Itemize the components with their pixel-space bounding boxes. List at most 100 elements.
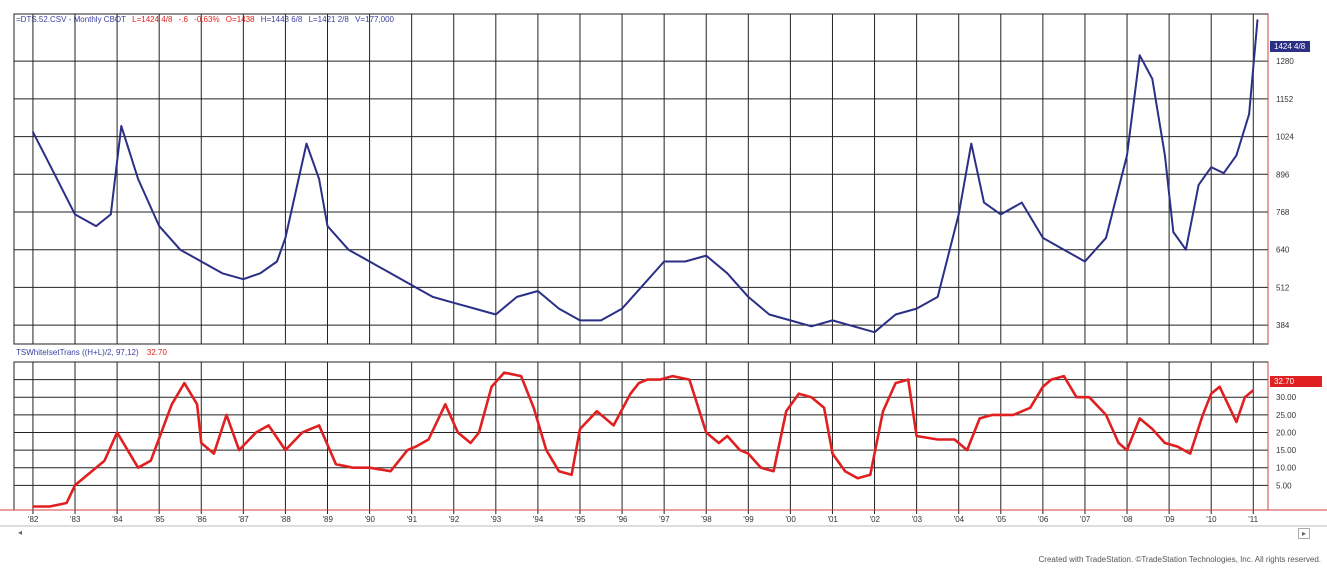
price-header-symbol: =DTS.52.CSV - Monthly CBOT — [16, 15, 126, 24]
data-point-price-50 — [999, 213, 1002, 216]
x-tick-label-27: '09 — [1164, 515, 1175, 524]
data-point-price-58 — [1151, 78, 1154, 80]
data-point-price-36 — [726, 272, 729, 275]
data-point-price-22 — [431, 296, 434, 298]
data-point-price-56 — [1126, 154, 1128, 157]
data-point-indicator-45 — [659, 378, 661, 381]
data-point-price-40 — [810, 325, 813, 328]
data-point-price-44 — [894, 313, 897, 316]
data-point-indicator-55 — [785, 410, 787, 413]
data-point-indicator-59 — [831, 452, 834, 455]
data-point-indicator-15 — [238, 449, 240, 451]
data-point-price-46 — [936, 296, 939, 298]
x-tick-label-0: '82 — [28, 515, 39, 524]
x-tick-label-10: '92 — [449, 515, 460, 524]
data-point-price-66 — [1248, 113, 1250, 115]
data-point-price-41 — [831, 319, 834, 322]
data-point-price-64 — [1223, 172, 1225, 174]
data-point-indicator-62 — [869, 473, 872, 476]
x-tick-label-9: '91 — [407, 515, 418, 524]
data-point-indicator-28 — [444, 403, 447, 406]
data-point-price-33 — [663, 260, 665, 263]
data-point-indicator-90 — [1218, 385, 1221, 388]
data-point-indicator-29 — [457, 431, 459, 434]
data-point-indicator-43 — [638, 382, 640, 384]
data-point-indicator-51 — [739, 449, 741, 451]
data-point-price-29 — [579, 319, 581, 322]
y-tick-label-price-3: 768 — [1276, 208, 1290, 217]
data-point-indicator-58 — [823, 407, 825, 409]
price-header-high: H=1443 6/8 — [261, 15, 303, 24]
series-line-indicator — [32, 371, 1255, 508]
data-point-indicator-60 — [844, 470, 846, 473]
data-point-indicator-77 — [1063, 375, 1065, 377]
data-point-indicator-86 — [1176, 445, 1179, 448]
x-tick-label-7: '89 — [323, 515, 334, 524]
data-point-price-19 — [368, 260, 371, 263]
data-point-price-17 — [326, 225, 329, 227]
price-header-volume: V=177,000 — [355, 15, 394, 24]
data-point-indicator-56 — [798, 392, 800, 395]
data-point-indicator-33 — [503, 371, 506, 374]
price-header-change-pct: -0.63% — [194, 15, 219, 24]
x-tick-label-3: '85 — [154, 515, 165, 524]
x-tick-label-24: '06 — [1038, 515, 1049, 524]
data-point-price-52 — [1042, 237, 1044, 239]
data-point-price-55 — [1105, 237, 1107, 239]
data-point-price-45 — [915, 307, 918, 310]
indicator-pane-header: TSWhiteIsetTrans ((H+L)/2, 97,12) 32.70 — [16, 348, 167, 357]
y-tick-label-indicator-2: 15.00 — [1276, 446, 1297, 455]
x-tick-label-20: '02 — [870, 515, 881, 524]
data-point-indicator-36 — [545, 449, 548, 451]
data-point-indicator-89 — [1210, 392, 1212, 395]
data-point-price-11 — [242, 278, 245, 280]
scroll-right-button[interactable]: ▸ — [1298, 528, 1311, 539]
data-point-indicator-81 — [1117, 442, 1120, 444]
x-tick-label-22: '04 — [954, 515, 965, 524]
data-point-indicator-70 — [978, 417, 981, 420]
data-point-indicator-50 — [726, 435, 729, 437]
data-point-indicator-10 — [183, 382, 186, 384]
data-point-price-25 — [495, 313, 497, 316]
data-point-price-12 — [259, 272, 261, 275]
x-tick-label-2: '84 — [112, 515, 123, 524]
data-point-price-21 — [410, 284, 413, 286]
x-tick-label-25: '07 — [1080, 515, 1091, 524]
data-point-indicator-72 — [1004, 414, 1006, 416]
data-point-indicator-24 — [389, 470, 392, 473]
data-point-price-32 — [642, 284, 644, 286]
x-tick-label-14: '96 — [617, 515, 628, 524]
data-point-price-5 — [120, 125, 123, 127]
data-point-indicator-19 — [301, 431, 304, 434]
data-point-indicator-48 — [705, 431, 708, 434]
data-point-indicator-52 — [747, 452, 750, 455]
data-point-indicator-68 — [953, 438, 956, 441]
data-point-indicator-22 — [351, 466, 354, 469]
data-point-price-39 — [789, 319, 792, 322]
data-point-price-47 — [957, 213, 960, 216]
data-point-price-4 — [109, 213, 112, 216]
price-header-open: O=1438 — [226, 15, 255, 24]
price-header-low: L=1421 2/8 — [309, 15, 350, 24]
data-point-indicator-85 — [1164, 442, 1166, 444]
y-tick-label-price-4: 896 — [1276, 170, 1290, 179]
data-point-price-0 — [32, 131, 34, 133]
y-tick-label-price-0: 384 — [1276, 321, 1290, 330]
x-tick-label-15: '97 — [659, 515, 670, 524]
data-point-indicator-8 — [149, 459, 152, 462]
data-point-indicator-20 — [318, 424, 320, 427]
data-point-price-10 — [221, 272, 224, 275]
data-point-price-23 — [452, 301, 455, 304]
data-point-indicator-25 — [406, 449, 409, 451]
data-point-indicator-46 — [671, 375, 674, 377]
scroll-left-button[interactable]: ◂ — [18, 528, 23, 537]
indicator-header-value: 32.70 — [147, 348, 168, 357]
data-point-price-9 — [200, 260, 203, 263]
y-tick-label-indicator-3: 20.00 — [1276, 428, 1297, 437]
data-point-indicator-75 — [1042, 385, 1044, 388]
x-tick-label-4: '86 — [196, 515, 207, 524]
data-point-indicator-78 — [1075, 396, 1078, 399]
data-point-price-15 — [305, 142, 308, 145]
price-header-last: L=1424 4/8 — [132, 15, 173, 24]
